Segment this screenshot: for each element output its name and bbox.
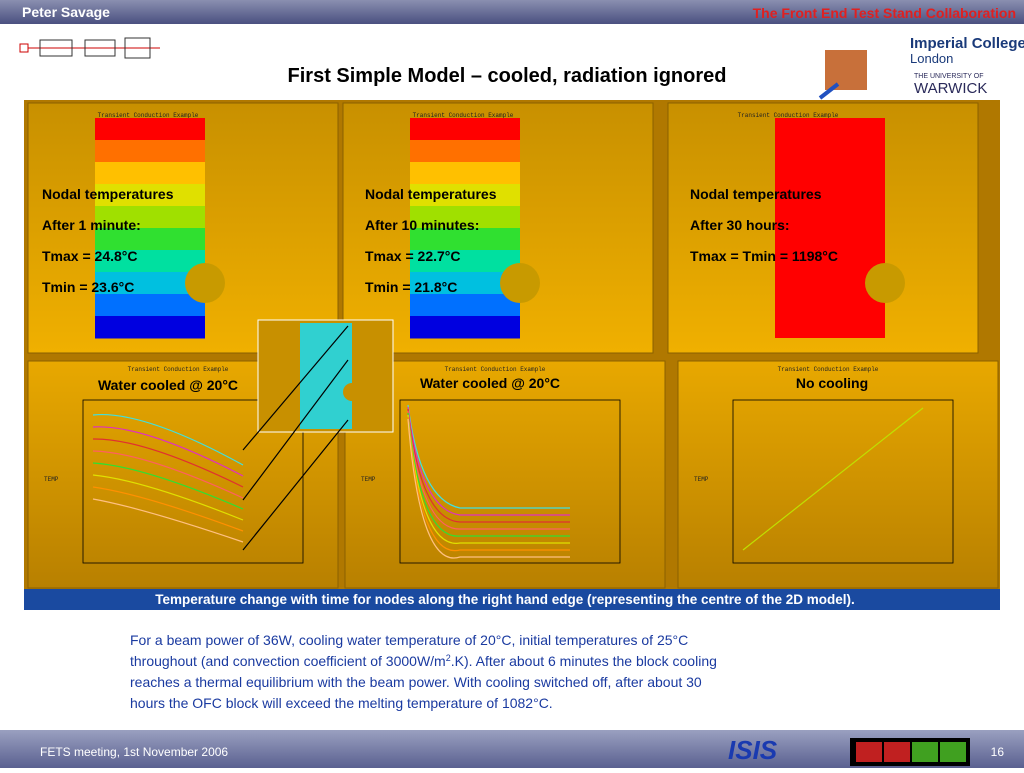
curve [92,498,244,543]
curve [92,438,244,488]
logo-uni: THE UNIVERSITY OF [914,73,984,80]
curve [407,408,570,523]
notch [185,263,225,303]
ansys-title: Transient Conduction Example [128,366,229,373]
overlay-text: After 30 hours: [690,217,790,233]
contour-band [410,118,520,141]
curve [742,407,924,551]
y-axis-label: TEMP [361,476,376,483]
overlay-text: Tmax = Tmin = 1198°C [690,248,838,264]
slide-title: First Simple Model – cooled, radiation i… [288,65,727,87]
superscript: 2 [446,653,451,663]
contour-band [95,140,205,163]
curve [92,450,244,499]
logo-warwick: WARWICK [914,80,987,97]
ansys-title: Transient Conduction Example [445,366,546,373]
overlay-text: Tmax = 22.7°C [365,248,460,264]
contour-band [410,206,520,229]
ansys-title: Transient Conduction Example [98,112,199,119]
overlay-text: Nodal temperatures [365,186,497,202]
plot-axes [399,399,621,564]
overlay-text: Tmax = 24.8°C [42,248,137,264]
overlay-text: After 10 minutes: [365,217,479,233]
nav-last[interactable] [940,742,966,762]
overlay-text: Nodal temperatures [690,186,822,202]
caption: Temperature change with time for nodes a… [155,592,855,607]
paragraph-line: throughout (and convection coefficient o… [130,653,717,669]
overlay-text: After 1 minute: [42,217,141,233]
overlay-text: Tmin = 23.6°C [42,279,134,295]
author: Peter Savage [22,4,110,20]
plot-label: Water cooled @ 20°C [420,375,560,391]
contour-band [95,184,205,207]
ansys-title: Transient Conduction Example [413,112,514,119]
plot-label: No cooling [796,375,868,391]
paragraph: For a beam power of 36W, cooling water t… [130,632,717,711]
curve [407,406,570,516]
contour-band [95,228,205,251]
beamline-icon [19,37,160,59]
curve [92,474,244,521]
footer-meeting: FETS meeting, 1st November 2006 [40,745,228,759]
curve [92,462,244,510]
contour-band [410,228,520,251]
notch [865,263,905,303]
ansys-title: Transient Conduction Example [778,366,879,373]
contour [775,118,885,338]
text-span: .K). After about 6 minutes the block coo… [451,653,717,669]
caption-bar [24,589,1000,610]
paragraph-line: reaches a thermal equilibrium with the b… [130,674,702,690]
text-span: throughout (and convection coefficient o… [130,653,446,669]
paragraph-line: For a beam power of 36W, cooling water t… [130,632,688,648]
ansys-title: Transient Conduction Example [738,112,839,119]
top-bar [0,0,1024,24]
plot-label: Water cooled @ 20°C [98,377,238,393]
contour-band [95,316,205,339]
contour-band [95,118,205,141]
footer-logo: ISIS [728,735,778,765]
paragraph-line: hours the OFC block will exceed the melt… [130,695,553,711]
nav-first[interactable] [856,742,882,762]
block-icon [818,50,867,100]
contour-band [410,272,520,295]
contour-band [95,272,205,295]
contour-band [410,184,520,207]
contour-band [95,294,205,317]
nav-buttons [850,738,970,766]
collaboration: The Front End Test Stand Collaboration [753,5,1016,21]
contour-band [95,206,205,229]
inset-mesh [300,323,352,429]
contour-band [410,140,520,163]
contour-band [410,250,520,273]
y-axis-label: TEMP [44,476,59,483]
inset-notch [343,383,361,401]
plot-axes [82,399,304,564]
curve [92,413,244,466]
contour-band [410,294,520,317]
plot-axes [732,399,954,564]
overlay-text: Tmin = 21.8°C [365,279,457,295]
contour-band [95,162,205,185]
nav-prev[interactable] [884,742,910,762]
contour-band [410,162,520,185]
curve [407,404,570,509]
page-number: 16 [991,745,1005,759]
contour-band [410,316,520,339]
curve [92,426,244,477]
curve [407,418,570,559]
curve [92,486,244,532]
logo-imperial: Imperial College [910,35,1024,52]
nav-next[interactable] [912,742,938,762]
contour-band [95,250,205,273]
arrows [242,325,349,551]
notch [500,263,540,303]
logo-london: London [910,51,953,66]
y-axis-label: TEMP [694,476,709,483]
overlay-text: Nodal temperatures [42,186,174,202]
